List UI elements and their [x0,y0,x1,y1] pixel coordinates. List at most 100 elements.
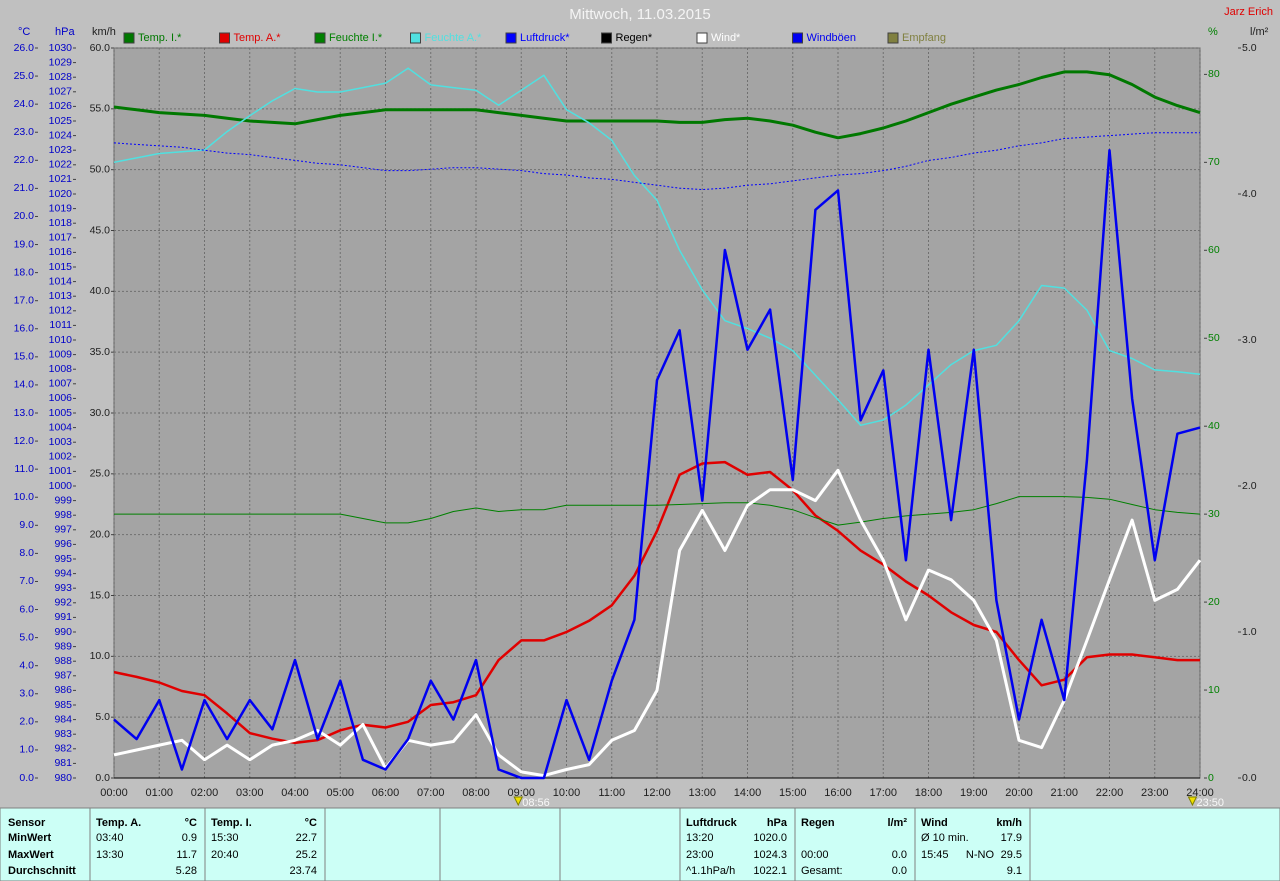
y-tick-label: 1018 [49,217,73,229]
y-tick-label: 1025 [49,115,73,127]
stats-cell: 13:30 [96,849,124,861]
y-tick-label: 1020 [49,188,73,200]
y-tick-label: 990 [54,626,72,638]
y-tick-label: 30 [1208,508,1220,520]
y-tick-label: 18.0 [14,266,35,278]
y-tick-label: 1.0 [19,744,34,756]
y-tick-label: 1008 [49,363,73,375]
stats-cell: 22.7 [296,832,317,844]
y-tick-label: 22.0 [14,154,35,166]
y-tick-label: 982 [54,743,72,755]
y-tick-label: 1012 [49,305,73,317]
series-line [114,496,1201,526]
y-tick-label: 1023 [49,144,73,156]
y-tick-label: 16.0 [14,323,35,335]
y-tick-label: 40.0 [90,285,111,297]
y-tick-label: 3.0 [19,688,34,700]
y-tick-label: 993 [54,582,72,594]
x-tick-label: 09:00 [507,787,535,799]
y-tick-label: 11.0 [14,463,34,475]
y-tick-label: 1028 [49,71,73,83]
y-tick-label: 987 [54,670,72,682]
stats-cell: ^1.1hPa/h [686,865,735,877]
y-tick-label: 1024 [49,129,73,141]
stats-cell: 1020.0 [753,832,787,844]
y-tick-label: 50.0 [90,163,111,175]
block-unit: °C [185,817,197,829]
legend-label: Temp. A.* [234,32,282,44]
stats-cell: 29.5 [1001,849,1022,861]
y-tick-label: 5.0 [1242,42,1257,54]
y-tick-label: 981 [54,757,72,769]
stats-cell: 20:40 [211,849,239,861]
x-tick-label: 10:00 [553,787,581,799]
legend-swatch [696,32,708,44]
row-label: Sensor [8,817,46,829]
y-tick-label: 25.0 [14,70,35,82]
y-tick-label: 0.0 [95,772,110,784]
y-tick-label: 6.0 [19,603,34,615]
y-tick-label: 995 [54,553,72,565]
y-tick-label: 23.0 [14,126,35,138]
legend-label: Feuchte A.* [425,32,483,44]
legend-swatch [314,32,326,44]
row-label: MinWert [8,832,52,844]
y-tick-label: 8.0 [19,547,34,559]
stats-cell: 9.1 [1007,865,1022,877]
x-tick-label: 19:00 [960,787,988,799]
y-tick-label: 0.0 [1242,772,1257,784]
x-tick-label: 11:00 [598,787,625,799]
y-tick-label: 1007 [49,378,73,390]
y-tick-label: 26.0 [14,42,35,54]
y-tick-label: 1006 [49,392,73,404]
legend-label: Regen* [616,32,653,44]
y-tick-label: 1021 [49,173,73,185]
chart-title: Mittwoch, 11.03.2015 [569,6,710,23]
y-tick-label: 998 [54,509,72,521]
stats-cell: N-NO [966,849,995,861]
y-tick-label: 1030 [49,42,73,54]
legend-swatch [887,32,899,44]
y-tick-label: 1011 [49,319,72,331]
y-tick-label: 991 [54,611,72,623]
legend-label: Wind* [711,32,741,44]
axis-unit: l/m² [1250,26,1269,38]
block-unit: hPa [767,817,788,829]
x-tick-label: 15:00 [779,787,807,799]
x-tick-label: 23:00 [1141,787,1169,799]
y-tick-label: 80 [1208,68,1220,80]
stats-cell: 25.2 [296,849,317,861]
block-title: Temp. A. [96,817,141,829]
x-tick-label: 13:00 [688,787,716,799]
y-tick-label: 986 [54,684,72,696]
y-tick-label: 2.0 [1242,480,1257,492]
legend-swatch [601,32,612,44]
x-tick-label: 03:00 [236,787,264,799]
x-tick-label: 20:00 [1005,787,1033,799]
series-line [113,148,1201,780]
y-tick-label: 1013 [49,290,73,302]
y-tick-label: 4.0 [19,659,34,671]
y-tick-label: 996 [54,538,72,550]
y-tick-label: 35.0 [90,346,111,358]
y-tick-label: 1019 [49,202,73,214]
series-line [113,132,1200,191]
legend-swatch [410,32,421,44]
y-tick-label: 1010 [49,334,73,346]
block-title: Regen [801,817,835,829]
x-tick-label: 01:00 [145,787,173,799]
y-tick-label: 1003 [49,436,73,448]
legend-label: Luftdruck* [520,32,570,44]
legend-label: Empfang [902,32,946,44]
x-tick-label: 07:00 [417,787,445,799]
row-label: MaxWert [8,849,54,861]
axis-unit: km/h [92,26,116,38]
legend-label: Windböen [807,32,857,44]
series-line [113,468,1202,778]
y-tick-label: 1002 [49,451,73,463]
y-tick-label: 20.0 [90,528,111,540]
x-tick-label: 04:00 [281,787,309,799]
y-tick-label: 9.0 [19,519,34,531]
sun-marker [1187,796,1198,807]
